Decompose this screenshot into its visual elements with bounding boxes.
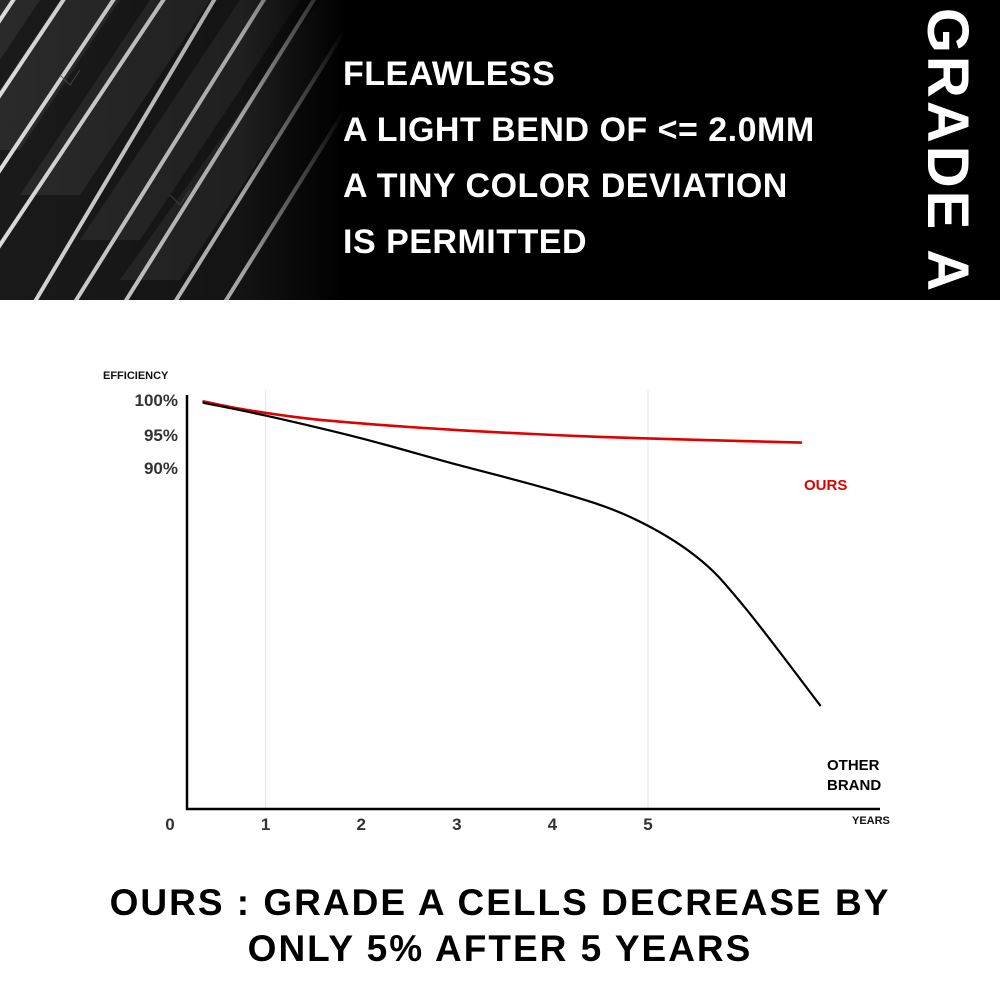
feature-list: FLEAWLESS A LIGHT BEND OF <= 2.0MM A TIN… bbox=[343, 46, 815, 270]
feature-item-4: IS PERMITTED bbox=[343, 223, 588, 261]
y-axis-title: EFFICIENCY bbox=[103, 370, 169, 382]
x-tick-1: 1 bbox=[261, 815, 270, 834]
solar-panel-image bbox=[0, 0, 345, 300]
caption-line-1: OURS : GRADE A CELLS DECREASE BY bbox=[109, 882, 891, 923]
series-label-ours: OURS bbox=[804, 477, 847, 494]
series-line-ours bbox=[202, 400, 803, 444]
series-line-other-brand bbox=[202, 401, 822, 707]
header-banner: FLEAWLESS A LIGHT BEND OF <= 2.0MM A TIN… bbox=[0, 0, 1000, 300]
x-tick-3: 3 bbox=[452, 815, 461, 834]
y-tick-90: 90% bbox=[144, 459, 178, 478]
tick-labels: 0 1 2 3 4 5 100% 95% 90% bbox=[135, 391, 653, 834]
y-tick-95: 95% bbox=[144, 426, 178, 445]
caption: OURS : GRADE A CELLS DECREASE BY ONLY 5%… bbox=[0, 880, 1000, 972]
efficiency-chart: EFFICIENCY YEARS 0 1 2 3 4 5 100% 95% 90% OURS O… bbox=[103, 370, 890, 834]
y-tick-100: 100% bbox=[135, 391, 178, 410]
feature-item-1: FLEAWLESS bbox=[343, 55, 556, 93]
series-lines bbox=[202, 400, 822, 707]
feature-item-3: A TINY COLOR DEVIATION bbox=[343, 167, 788, 205]
series-label-other-brand: OTHER BRAND bbox=[827, 757, 884, 794]
x-tick-4: 4 bbox=[548, 815, 558, 834]
x-tick-2: 2 bbox=[356, 815, 365, 834]
x-tick-5: 5 bbox=[643, 815, 652, 834]
x-tick-0: 0 bbox=[165, 815, 174, 834]
feature-item-2: A LIGHT BEND OF <= 2.0MM bbox=[343, 111, 815, 149]
grid-lines bbox=[265, 390, 649, 808]
axes bbox=[185, 395, 880, 811]
x-axis-title: YEARS bbox=[852, 815, 890, 827]
caption-line-2: ONLY 5% AFTER 5 YEARS bbox=[247, 928, 753, 969]
